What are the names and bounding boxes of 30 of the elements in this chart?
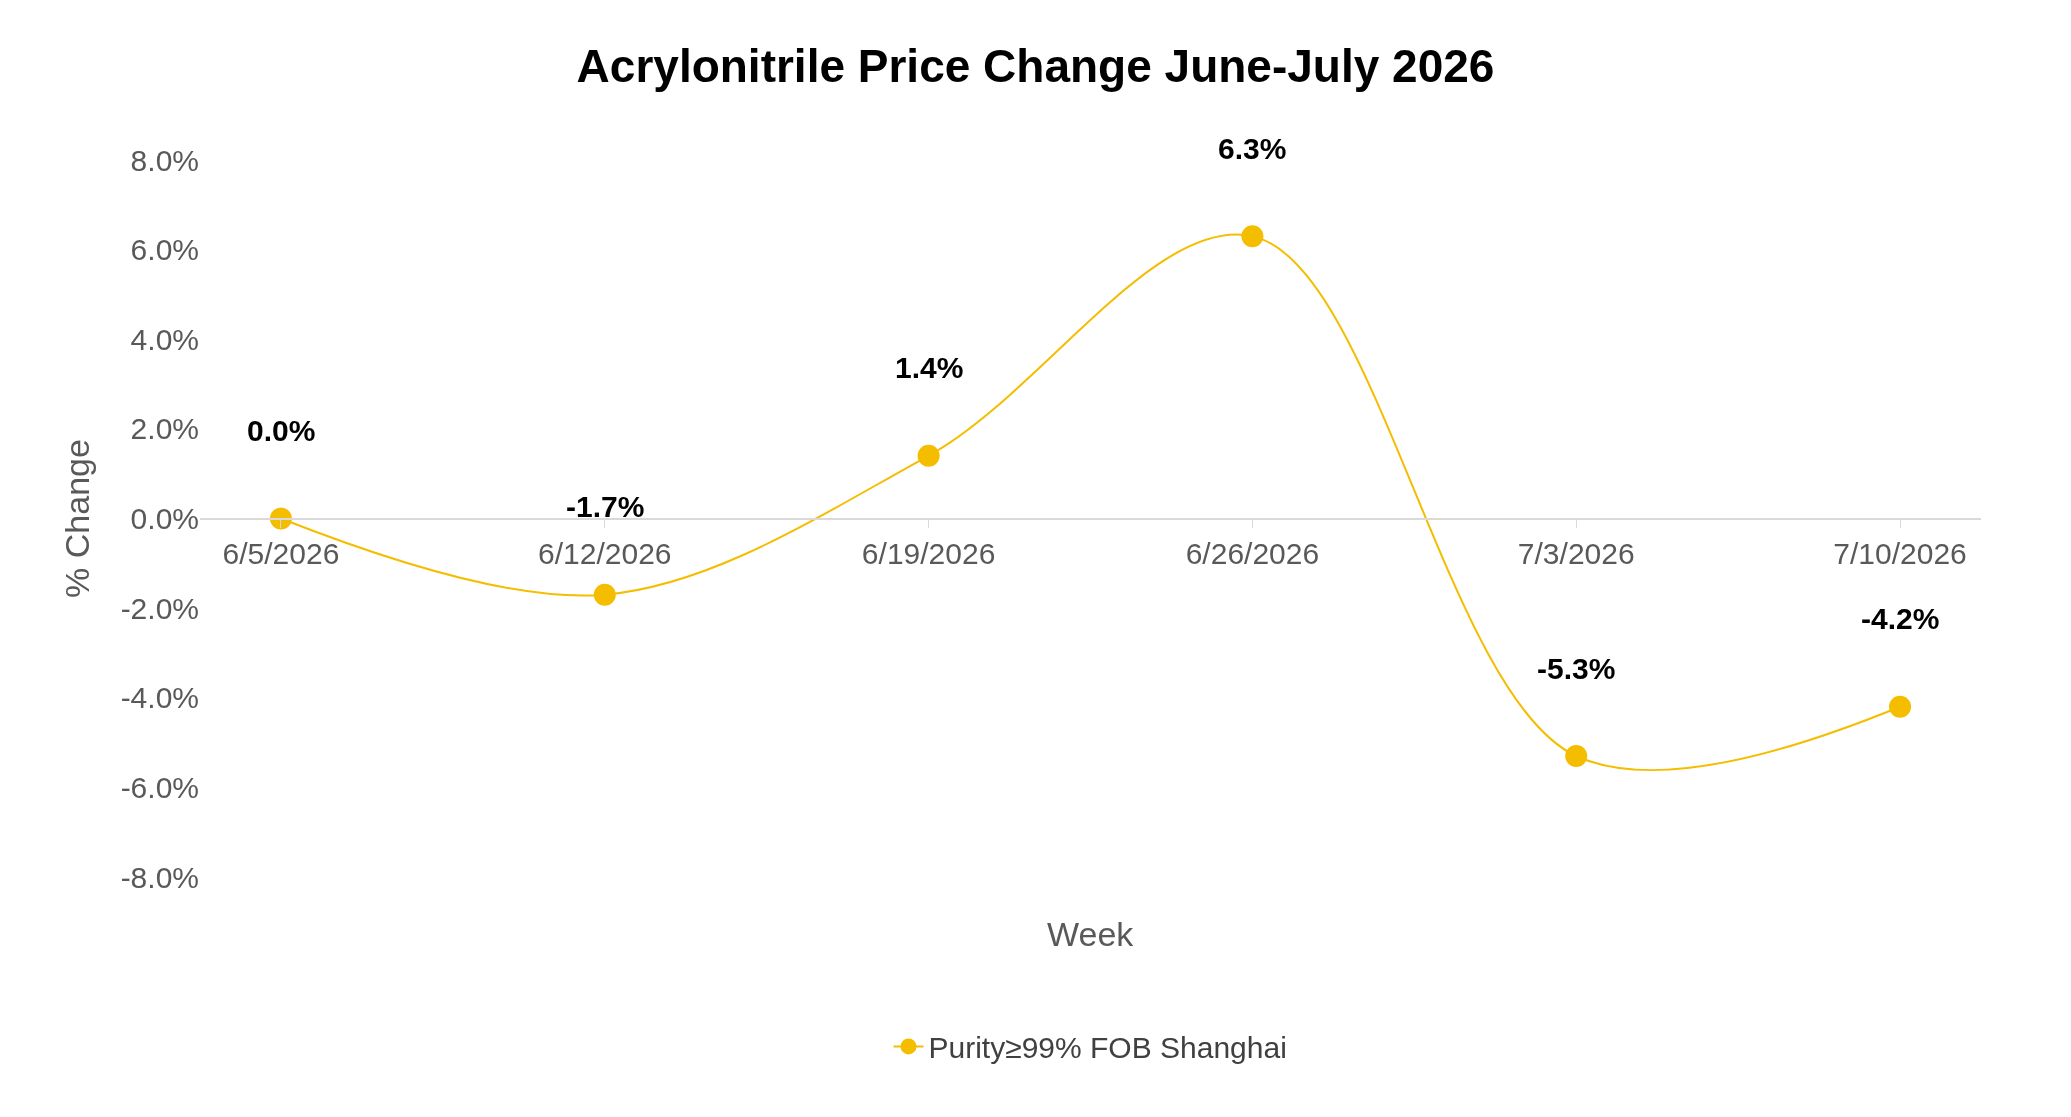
legend-label: Purity≥99% FOB Shanghai bbox=[928, 1031, 1287, 1065]
y-tick-label: 6.0% bbox=[130, 233, 199, 267]
point bbox=[917, 444, 940, 467]
y-tick-label: -2.0% bbox=[120, 591, 199, 625]
data-label: 0.0% bbox=[247, 414, 316, 447]
x-tick-label: 6/12/2026 bbox=[538, 536, 672, 570]
data-label: -1.7% bbox=[566, 490, 645, 523]
data-label: -5.3% bbox=[1537, 652, 1616, 685]
y-tick-label: 2.0% bbox=[130, 412, 199, 446]
y-tick-label: 4.0% bbox=[130, 322, 199, 356]
data-label: 6.3% bbox=[1218, 132, 1287, 165]
point bbox=[1889, 695, 1912, 718]
x-tick-label: 7/3/2026 bbox=[1517, 536, 1635, 570]
y-tick-label: -8.0% bbox=[120, 860, 199, 894]
y-tick-label: -4.0% bbox=[120, 681, 199, 715]
y-tick-label: 8.0% bbox=[130, 143, 199, 177]
point bbox=[1565, 745, 1588, 767]
x-tick-label: 7/10/2026 bbox=[1833, 536, 1967, 570]
point bbox=[593, 583, 616, 606]
point bbox=[1241, 225, 1264, 248]
x-tick-label: 6/19/2026 bbox=[861, 536, 996, 570]
x-tick-label: 6/26/2026 bbox=[1185, 536, 1320, 570]
data-label: 1.4% bbox=[895, 351, 964, 384]
y-axis-title: % Change bbox=[58, 439, 97, 598]
y-tick-label: 0.0% bbox=[130, 502, 199, 535]
y-tick-label: -6.0% bbox=[120, 770, 199, 804]
data-label: -4.2% bbox=[1861, 602, 1940, 635]
chart-title: Acrylonitrile Price Change June-July 2026 bbox=[576, 40, 1495, 93]
x-axis-title: Week bbox=[1047, 915, 1135, 953]
x-tick-label: 6/5/2026 bbox=[222, 536, 340, 570]
